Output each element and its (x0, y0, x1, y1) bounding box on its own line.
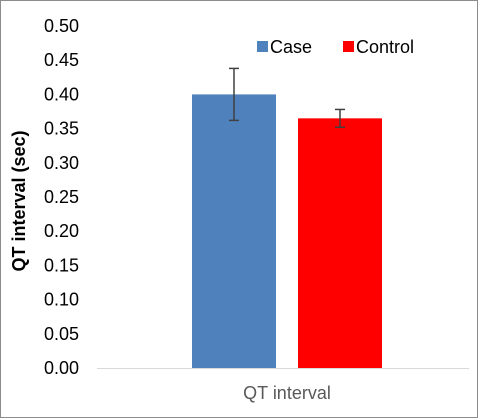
y-tick-label: 0.20 (44, 221, 79, 241)
y-tick-label: 0.30 (44, 153, 79, 173)
error-bars (229, 67, 345, 128)
y-tick-label: 0.00 (44, 358, 79, 378)
legend-swatch (257, 41, 268, 52)
y-tick-label: 0.45 (44, 50, 79, 70)
legend: Case Control (257, 37, 414, 57)
error-bar-control (335, 108, 345, 128)
legend-label: Case (270, 37, 312, 57)
bars (192, 94, 382, 369)
y-tick-label: 0.05 (44, 324, 79, 344)
y-tick-label: 0.15 (44, 255, 79, 275)
bar-case (192, 94, 276, 369)
legend-swatch (343, 41, 354, 52)
y-tick-label: 0.10 (44, 290, 79, 310)
legend-label: Control (356, 37, 414, 57)
bar-control (298, 118, 382, 368)
legend-item-control: Control (343, 37, 414, 57)
y-tick-label: 0.40 (44, 84, 79, 104)
error-bar-case (229, 67, 239, 122)
y-axis-title: QT interval (sec) (9, 130, 29, 271)
category-label: QT interval (243, 383, 331, 403)
y-tick-label: 0.50 (44, 16, 79, 36)
legend-item-case: Case (257, 37, 312, 57)
y-tick-label: 0.25 (44, 187, 79, 207)
y-tick-label: 0.35 (44, 119, 79, 139)
y-tick-labels: 0.00 0.05 0.10 0.15 0.20 0.25 0.30 0.35 0.40 0.45… (44, 16, 79, 378)
